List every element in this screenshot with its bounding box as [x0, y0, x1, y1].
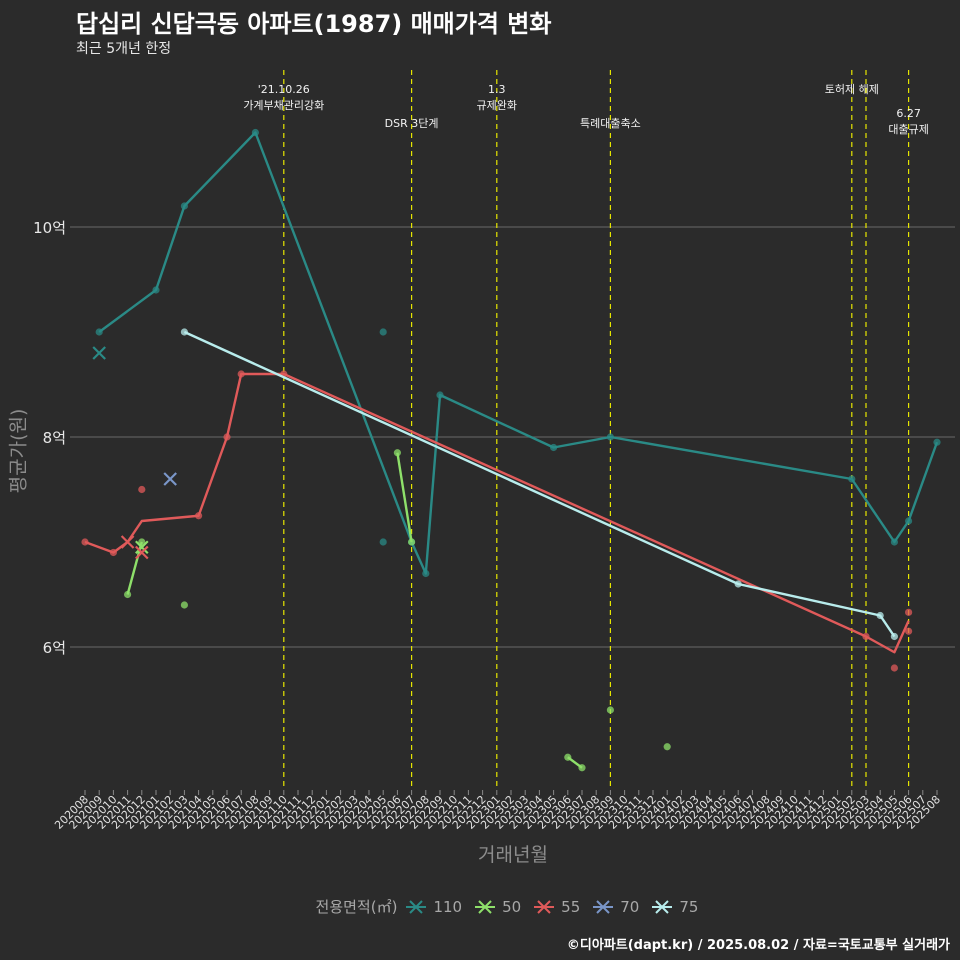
series-50-line — [396, 452, 413, 543]
policy-event-label: 토허제 해제 — [825, 82, 879, 96]
series-50-point — [180, 601, 188, 609]
series-50-point — [578, 764, 586, 772]
series-55-point — [905, 627, 913, 635]
legend-key-icon — [406, 899, 427, 914]
series-55-point — [905, 608, 913, 616]
series-55-point — [237, 370, 245, 378]
series-110-point — [848, 475, 856, 483]
legend-label: 75 — [679, 897, 699, 916]
y-axis-title: 평균가(원) — [7, 408, 30, 494]
series-50-point — [408, 538, 416, 546]
legend-item-50: 50 — [474, 898, 521, 916]
series-50-point — [663, 743, 671, 751]
series-110-point — [933, 438, 941, 446]
series-55-point — [862, 632, 870, 641]
policy-event-label: 1.3 — [488, 83, 506, 96]
series-110-point — [606, 433, 615, 441]
series-110-point — [890, 538, 899, 546]
x-axis-title: 거래년월 — [478, 844, 548, 866]
series-50-point — [606, 706, 615, 714]
series-110-cross-marker — [92, 346, 106, 360]
series-110-point — [379, 328, 387, 336]
series-55-cross-marker — [120, 535, 135, 549]
series-55-point — [109, 548, 117, 557]
policy-event-label: 6.27 — [896, 107, 921, 120]
policy-event-label: '21.10.26 — [258, 83, 310, 96]
chart-subtitle: 최근 5개년 한정 — [76, 41, 172, 57]
series-55-point — [138, 485, 146, 494]
series-110-point — [180, 202, 188, 210]
y-tick-label: 10억 — [33, 219, 66, 237]
series-75-point — [180, 328, 188, 336]
series-110-point — [550, 443, 558, 452]
legend-key-icon — [534, 899, 555, 914]
policy-event-label: 가계부채관리강화 — [243, 99, 324, 112]
legend-item-70: 70 — [592, 898, 639, 916]
series-110-point — [95, 328, 103, 336]
series-75-point — [890, 632, 899, 641]
legend-key-icon — [652, 899, 673, 914]
series-110-point — [251, 128, 259, 137]
legend-label: 55 — [561, 897, 581, 916]
chart-title: 답십리 신답극동 아파트(1987) 매매가격 변화 — [76, 10, 552, 38]
legend-key-icon — [475, 899, 496, 914]
policy-event-label: DSR 3단계 — [385, 117, 439, 130]
series-55-cross-marker — [135, 545, 149, 560]
legend: 전용면적(㎡) 110 50 55 70 75 — [0, 896, 960, 917]
source-caption: ©디아파트(dapt.kr) / 2025.08.02 / 자료=국토교통부 실… — [566, 938, 950, 953]
series-55-point — [195, 512, 203, 520]
series-55-point — [223, 433, 231, 441]
series-110-line — [98, 131, 939, 575]
series-70-cross-marker — [163, 472, 177, 486]
policy-event-label: 특례대출축소 — [580, 117, 641, 130]
series-55-point — [81, 538, 89, 546]
series-110-point — [905, 517, 913, 525]
series-75-point — [876, 611, 884, 620]
legend-title: 전용면적(㎡) — [315, 898, 398, 916]
legend-label: 110 — [433, 897, 463, 916]
policy-event-label: 대출규제 — [888, 123, 928, 136]
legend-key-icon — [593, 899, 614, 914]
series-50-point — [564, 753, 572, 761]
y-tick-label: 6억 — [43, 639, 66, 657]
series-50-point — [124, 590, 132, 599]
legend-label: 70 — [620, 897, 640, 916]
series-110-point — [436, 391, 444, 399]
y-tick-label: 8억 — [43, 429, 66, 447]
series-55-point — [890, 664, 899, 672]
series-110-point — [422, 569, 430, 578]
series-50-point — [393, 449, 401, 457]
series-75-point — [734, 580, 742, 588]
series-75-line — [183, 330, 896, 638]
series-110-point — [152, 286, 160, 294]
policy-event-label: 규제완화 — [477, 99, 517, 112]
series-50-cross-marker — [135, 540, 149, 555]
legend-item-55: 55 — [533, 898, 580, 916]
series-50-point — [138, 538, 146, 546]
legend-item-110: 110 — [405, 898, 462, 916]
legend-item-75: 75 — [651, 898, 698, 916]
legend-label: 50 — [502, 897, 522, 916]
series-110-point — [379, 538, 387, 546]
